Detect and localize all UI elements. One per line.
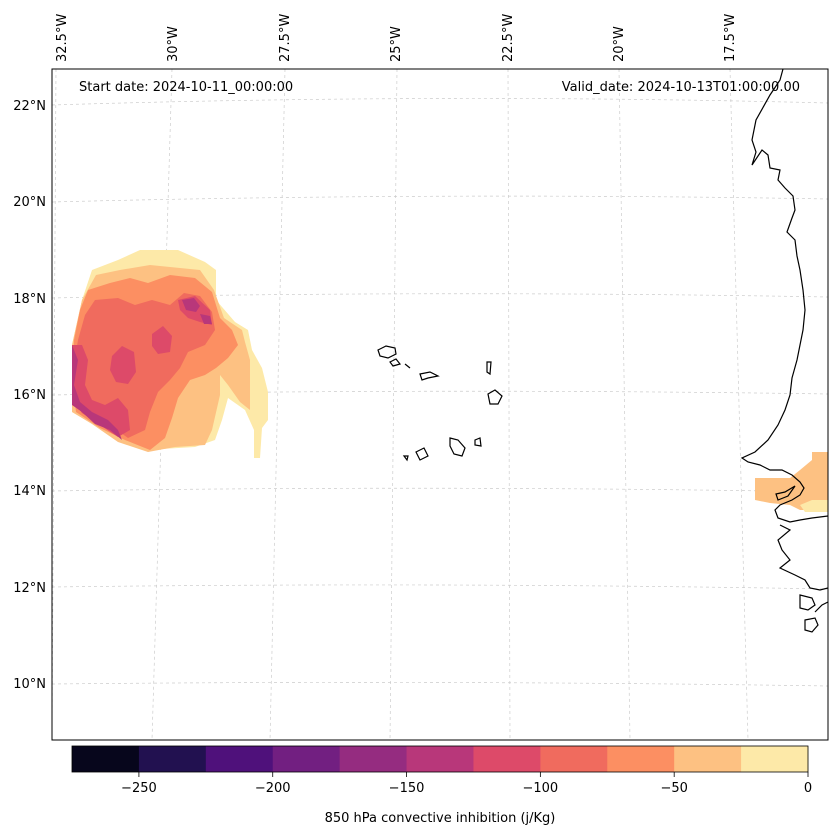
- cape-verde-fogo: [415, 447, 429, 461]
- cape-verde-sao-nicolau: [419, 371, 440, 381]
- lon-label: 22.5°W: [501, 14, 516, 62]
- lon-label: 17.5°W: [723, 14, 738, 62]
- contour-coastal-0-to-m25: [800, 500, 828, 512]
- colorbar-bin: [406, 746, 474, 772]
- contour-m125-to-m150-east2: [200, 314, 212, 324]
- colorbar-tick-label: 0: [804, 781, 812, 796]
- gambia-river: [775, 485, 796, 501]
- parallel-12n: [52, 584, 828, 590]
- lon-label: 20°W: [612, 26, 627, 62]
- cape-verde-sao-vicente: [389, 358, 402, 367]
- cape-verde-boa-vista: [487, 389, 503, 405]
- africa-coastline: [740, 69, 828, 523]
- lat-label: 18°N: [13, 292, 46, 307]
- parallel-14n: [52, 487, 828, 493]
- colorbar-bin: [205, 746, 274, 772]
- colorbar: [71, 745, 809, 773]
- colorbar-bin: [674, 746, 742, 772]
- map-border: [51, 68, 829, 741]
- meridian-17.5w: [729, 69, 749, 740]
- lon-label: 30°W: [166, 26, 181, 62]
- colorbar-tick-label: −150: [389, 781, 425, 796]
- lat-label: 22°N: [13, 99, 46, 114]
- colorbar-border: [71, 745, 809, 773]
- colorbar-bin: [741, 746, 809, 772]
- colorbar-bin: [540, 746, 608, 772]
- longitude-labels: 32.5°W 30°W 27.5°W 25°W 22.5°W 20°W 17.5…: [55, 14, 738, 62]
- cape-verde-santiago: [449, 437, 466, 457]
- colorbar-bin: [72, 746, 140, 772]
- guinea-islands: [799, 594, 816, 611]
- parallel-10n: [52, 682, 828, 687]
- latitude-labels: 22°N 20°N 18°N 16°N 14°N 12°N 10°N: [13, 99, 46, 692]
- meridian-25w: [389, 69, 398, 740]
- start-date-label: Start date: 2024-10-11_00:00:00: [79, 80, 293, 95]
- colorbar-tick-label: −50: [660, 781, 687, 796]
- lat-label: 10°N: [13, 677, 46, 692]
- meridian-32.5w: [52, 69, 57, 740]
- cape-verde-sal: [486, 361, 492, 376]
- lon-label: 25°W: [389, 26, 404, 62]
- bijagos-islands: [804, 617, 819, 633]
- colorbar-title: 850 hPa convective inhibition (j/Kg): [325, 811, 556, 826]
- guinea-coast-south: [814, 601, 828, 613]
- meridian-30w: [151, 69, 173, 740]
- colorbar-tick-label: −100: [523, 781, 559, 796]
- meridian-22.5w: [507, 69, 511, 740]
- colorbar-ticks: −250 −200 −150 −100 −50 0: [121, 772, 812, 796]
- valid-date-label: Valid_date: 2024-10-13T01:00:00.00: [562, 80, 800, 95]
- cape-verde-santo-antao: [377, 345, 397, 359]
- meridian-20w: [618, 69, 631, 740]
- cape-verde-brava: [402, 455, 409, 462]
- contour-coastal-m25-to-m50: [755, 452, 828, 510]
- colorbar-tick-label: −250: [121, 781, 157, 796]
- colorbar-bin: [339, 746, 408, 772]
- colorbar-bin: [473, 746, 541, 772]
- parallel-22n: [52, 98, 828, 106]
- lon-label: 27.5°W: [278, 14, 293, 62]
- lat-label: 16°N: [13, 388, 46, 403]
- contour-m75-to-m100: [73, 293, 215, 438]
- lat-label: 14°N: [13, 484, 46, 499]
- cape-verde-maio: [474, 437, 482, 447]
- colorbar-bin: [607, 746, 675, 772]
- lat-label: 20°N: [13, 195, 46, 210]
- contour-m125-to-m150: [72, 345, 122, 440]
- meridian-27.5w: [269, 69, 286, 740]
- colorbar-bin: [272, 746, 341, 772]
- parallel-20n: [52, 195, 828, 203]
- contour-m100-to-m125-core: [110, 346, 136, 384]
- coastlines: [377, 69, 828, 633]
- lat-label: 12°N: [13, 581, 46, 596]
- contour-m125-to-m150-east: [182, 298, 200, 312]
- contour-m100-to-m125-center: [152, 326, 172, 354]
- cape-verde-santa-luzia: [404, 363, 411, 369]
- colorbar-bin: [138, 746, 207, 772]
- cin-contours: [72, 250, 828, 512]
- guinea-bissau-coast: [777, 524, 828, 591]
- colorbar-tick-label: −200: [255, 781, 291, 796]
- lon-label: 32.5°W: [55, 14, 70, 62]
